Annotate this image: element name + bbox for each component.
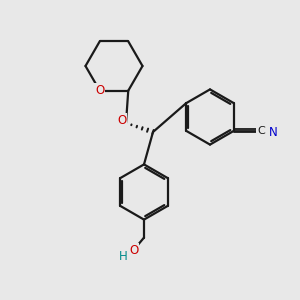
Text: N: N: [268, 126, 277, 139]
Text: H: H: [118, 250, 127, 263]
Text: O: O: [117, 113, 126, 127]
Text: C: C: [257, 126, 265, 136]
Text: O: O: [95, 84, 104, 97]
Text: O: O: [129, 244, 138, 257]
